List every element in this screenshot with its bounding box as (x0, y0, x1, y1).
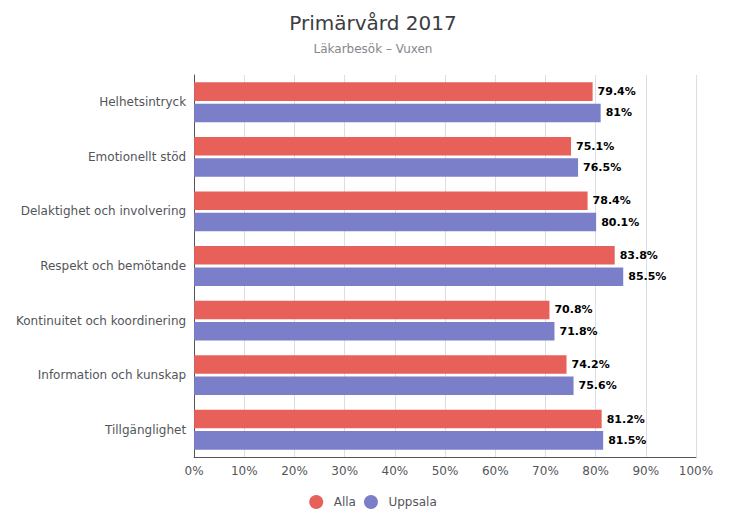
svg-text:Respekt och bemötande: Respekt och bemötande (40, 259, 186, 273)
svg-text:81.5%: 81.5% (608, 434, 646, 447)
svg-text:Alla: Alla (334, 495, 356, 509)
svg-text:80.1%: 80.1% (601, 216, 639, 229)
svg-text:81.2%: 81.2% (607, 413, 645, 426)
svg-text:10%: 10% (231, 464, 258, 478)
svg-text:Information och kunskap: Information och kunskap (38, 368, 186, 382)
svg-text:Primärvård 2017: Primärvård 2017 (289, 11, 456, 35)
svg-text:100%: 100% (679, 464, 713, 478)
svg-text:Uppsala: Uppsala (388, 495, 436, 509)
svg-text:75.6%: 75.6% (579, 379, 617, 392)
svg-text:78.4%: 78.4% (593, 194, 631, 207)
svg-text:0%: 0% (185, 464, 204, 478)
svg-text:90%: 90% (632, 464, 659, 478)
svg-text:60%: 60% (482, 464, 509, 478)
svg-text:85.5%: 85.5% (628, 270, 666, 283)
svg-text:75.1%: 75.1% (576, 140, 614, 153)
svg-text:70.8%: 70.8% (554, 303, 592, 316)
svg-text:Läkarbesök – Vuxen: Läkarbesök – Vuxen (314, 42, 433, 56)
svg-text:Delaktighet och involvering: Delaktighet och involvering (21, 204, 186, 218)
svg-text:30%: 30% (331, 464, 358, 478)
svg-text:76.5%: 76.5% (583, 161, 621, 174)
svg-text:79.4%: 79.4% (598, 85, 636, 98)
svg-text:71.8%: 71.8% (559, 325, 597, 338)
svg-text:74.2%: 74.2% (572, 358, 610, 371)
svg-text:80%: 80% (582, 464, 609, 478)
svg-text:50%: 50% (432, 464, 459, 478)
svg-text:Emotionellt stöd: Emotionellt stöd (88, 150, 186, 164)
svg-text:70%: 70% (532, 464, 559, 478)
svg-text:Tillgänglighet: Tillgänglighet (104, 423, 186, 437)
svg-text:83.8%: 83.8% (620, 249, 658, 262)
svg-text:Kontinuitet och koordinering: Kontinuitet och koordinering (16, 314, 186, 328)
svg-text:81%: 81% (606, 106, 632, 119)
svg-text:Helhetsintryck: Helhetsintryck (99, 95, 186, 109)
svg-text:40%: 40% (382, 464, 409, 478)
svg-text:20%: 20% (281, 464, 308, 478)
